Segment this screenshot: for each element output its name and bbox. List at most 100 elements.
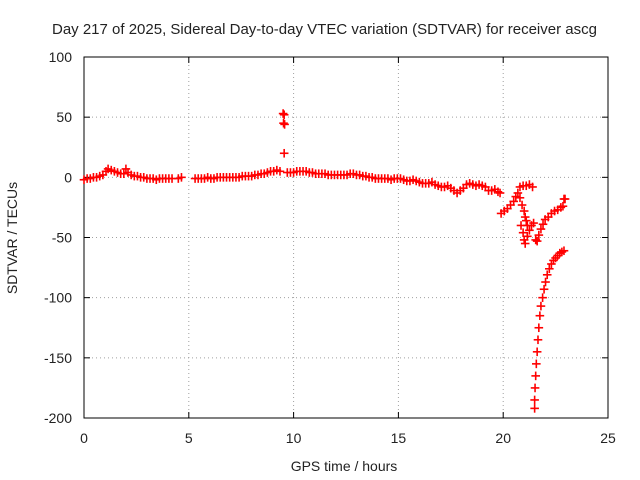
data-point [430,180,440,189]
data-point [85,174,95,183]
data-point [535,311,545,321]
data-point [279,118,288,128]
data-point [541,277,550,287]
data-point [517,200,527,210]
data-point [531,371,540,381]
data-point [301,167,311,176]
data-point [529,218,538,228]
data-point [532,359,541,369]
data-point [516,221,526,230]
data-point [259,169,269,179]
data-point [279,148,289,158]
data-point [503,204,512,213]
data-point [103,164,113,174]
y-tick-label: -150 [44,350,72,366]
data-point [209,174,219,183]
data-point [539,284,549,294]
data-point [253,170,263,180]
y-tick-label: -50 [52,230,72,246]
data-point [477,181,487,191]
data-point [399,175,408,185]
y-axis-ticks: 100 50 0 -50 -100 -150 -200 [44,49,608,426]
y-tick-label: 50 [56,109,72,125]
data-points [79,109,570,413]
data-point [177,173,186,182]
data-point [203,173,212,182]
data-point [518,228,528,237]
data-point [408,175,418,185]
y-tick-label: 0 [64,169,72,185]
data-point [531,235,540,245]
data-point [92,173,101,182]
data-point [98,170,108,180]
data-point [355,170,364,180]
x-tick-label: 10 [286,430,302,446]
data-point [280,120,289,129]
data-point [542,270,552,280]
data-point [558,201,568,211]
x-tick-label: 20 [495,430,511,446]
data-point [106,165,116,175]
x-tick-label: 15 [391,430,407,446]
data-point [79,175,89,185]
data-point [513,188,523,198]
data-point [481,182,490,192]
data-point [520,212,530,222]
data-point [519,235,529,245]
data-point [521,216,531,225]
data-point [559,246,569,256]
data-point [523,231,532,241]
data-point [126,170,136,180]
data-point [272,165,282,175]
data-point [247,171,256,181]
data-point [536,301,546,311]
data-point [528,182,537,192]
data-point [474,180,484,189]
data-point [263,168,272,177]
data-point [113,168,122,177]
data-point [495,188,505,198]
y-tick-label: -200 [44,410,72,426]
data-point [545,264,554,274]
data-point [521,181,531,191]
data-point [550,206,559,216]
data-point [275,167,285,176]
data-point [361,171,371,181]
data-point [515,182,525,192]
data-point [396,174,405,183]
data-point [530,404,539,413]
data-point [534,230,544,240]
data-point [234,173,244,182]
data-point [411,176,421,186]
data-point [320,169,330,179]
data-point [152,175,161,185]
y-tick-label: -100 [44,290,72,306]
x-tick-label: 5 [185,430,193,446]
data-point [532,347,542,357]
data-point [424,179,434,188]
data-point [543,212,553,222]
data-point [342,170,352,180]
data-point [506,200,515,210]
data-point [465,179,474,188]
data-point [487,186,496,195]
data-point [119,169,129,179]
data-point [95,171,105,181]
grid-lines [84,57,608,418]
data-point [515,193,525,203]
data-point [433,181,443,191]
data-point [308,168,317,177]
y-tick-label: 100 [49,49,73,65]
x-tick-label: 25 [600,430,616,446]
x-axis-label: GPS time / hours [291,458,398,474]
data-point [530,395,539,405]
data-point [509,197,518,206]
data-point [349,169,358,179]
data-point [560,194,570,204]
data-point [415,177,424,187]
x-tick-label: 0 [80,430,88,446]
data-point [530,383,540,393]
chart-title: Day 217 of 2025, Sidereal Day-to-day VTE… [52,21,597,38]
data-point [459,183,468,193]
